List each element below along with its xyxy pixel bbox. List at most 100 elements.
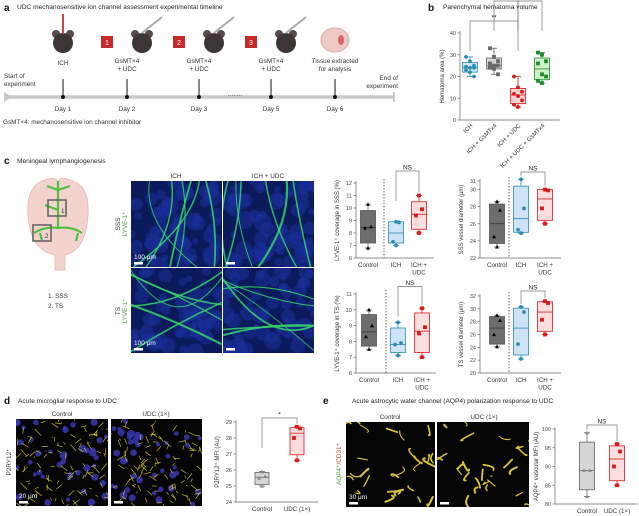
syringe-icon [213, 16, 235, 34]
data-point [495, 199, 499, 204]
timeline-dot [125, 95, 129, 99]
y-tick-label: 7 [349, 355, 352, 361]
data-point [544, 74, 548, 79]
panel-letter: b [428, 3, 434, 14]
data-point [468, 70, 472, 75]
significance-label: NS [528, 166, 538, 173]
micrograph-p2ry12-udc [111, 419, 202, 506]
lymphatic-vessels [33, 181, 83, 242]
step-badge [245, 36, 257, 48]
data-point [519, 305, 523, 309]
panel-c: c Meningeal lymphangiogenesis 1 2 1. SSS… [4, 156, 284, 323]
data-point [588, 468, 592, 472]
micrograph-aqp4-control: 30 μm [346, 422, 435, 507]
data-point [423, 325, 427, 330]
data-point [468, 65, 472, 70]
y-tick-label: 8 [349, 231, 352, 237]
row-label-stain: LYVE-1⁺ [122, 299, 129, 324]
box [513, 307, 529, 356]
data-point [364, 334, 368, 339]
y-tick-label: 9 [349, 324, 352, 330]
step-label: GsMT×4 [115, 58, 140, 65]
y-tick-label: 25 [226, 484, 232, 490]
step-label: ICH [57, 60, 68, 67]
data-point [512, 92, 516, 96]
stain-aqp4: AQP4⁺ [336, 465, 343, 485]
footnote: GsMT×4: mechanosensitive ion channel inh… [3, 119, 142, 126]
box-chart-d: 24 25 26 27 28 29 P2RY12⁺ MFI (AU) Control UDC (… [214, 412, 318, 513]
y-tick-label: 11 [346, 292, 352, 298]
step-label: GsMT×4 [259, 58, 284, 65]
x-tick-label: Control [358, 262, 378, 269]
panel-b: b Parenchymal hematoma volume [428, 3, 538, 14]
y-tick-label: 80 [545, 502, 551, 508]
panel-letter: e [323, 396, 329, 407]
data-point [366, 202, 370, 206]
y-tick-label: 7 [349, 244, 352, 250]
syringe-icon [285, 16, 307, 34]
data-point [464, 68, 468, 72]
x-tick-label: Control [487, 262, 507, 269]
y-tick-label: 0 [453, 118, 456, 124]
box [609, 445, 625, 482]
scale-bar [440, 502, 449, 505]
x-tick-label: ICH + [537, 377, 553, 384]
y-axis-label: Hematoma area (%) [440, 49, 446, 103]
data-point [492, 55, 496, 59]
data-point [260, 469, 264, 474]
scale-bar [114, 501, 123, 504]
box-chart-c4: 20 22 24 26 28 30 32 TS vessel diameter (μm) Con… [459, 285, 561, 392]
y-tick-label: 12 [346, 181, 352, 187]
y-tick-label: 22 [470, 256, 476, 262]
region-box-ts [32, 224, 52, 242]
y-tick-label: 26 [470, 222, 476, 228]
data-point [488, 65, 492, 70]
significance-label: *** [502, 0, 510, 2]
row-label-region: TS [115, 307, 122, 315]
x-tick-label: ICH [393, 377, 404, 384]
box [254, 471, 270, 485]
data-point [516, 94, 520, 98]
y-tick-label: 24 [470, 239, 476, 245]
data-point [543, 221, 547, 226]
mouse-icon [52, 14, 74, 53]
data-point [492, 66, 496, 71]
significance-label: * [278, 412, 281, 419]
data-point [394, 219, 398, 224]
x-tick-label: ICH [516, 377, 527, 384]
timeline-step: Day 5 GsMT×4+ UDC 3 [245, 16, 307, 113]
scale-bar [134, 262, 143, 265]
box-series-1 [289, 424, 305, 463]
data-point [585, 494, 589, 499]
scale-bar [226, 262, 235, 265]
timeline-dot [269, 95, 273, 99]
step-label: + UDC [261, 66, 281, 73]
data-point [472, 74, 476, 79]
timeline-dot [333, 95, 337, 99]
x-tick-label: ICH [463, 123, 475, 135]
box-chart-c2: 22 24 26 28 30 31 SSS vessel diameter (μm) Cont… [459, 166, 561, 277]
data-point [519, 177, 523, 182]
data-point [366, 246, 370, 250]
data-point [472, 65, 476, 70]
panel-e: e Acute astrocytic water channel (AQP4) … [323, 396, 553, 485]
step-label: for analysis [319, 66, 351, 73]
box-series-0 [462, 55, 478, 79]
mouse-icon [203, 16, 235, 53]
data-point [394, 243, 398, 248]
micrograph-aqp4-udc [437, 422, 529, 507]
y-axis-label: LYVE-1⁺ coverage in SSS (%) [334, 180, 341, 261]
region-box-label: 2 [45, 233, 49, 240]
brain-section-icon [320, 27, 350, 53]
x-tick-label: UDC [538, 270, 552, 277]
significance-label: NS [597, 419, 607, 426]
data-point [295, 424, 299, 429]
data-point [417, 231, 421, 235]
y-tick-label: 90 [545, 465, 551, 471]
data-point [546, 301, 550, 305]
y-axis-label: P2RY12⁺ MFI (AU) [214, 436, 221, 487]
y-tick-label: 100 [542, 427, 551, 433]
y-tick-label: 8 [349, 339, 352, 345]
data-point [516, 342, 520, 347]
